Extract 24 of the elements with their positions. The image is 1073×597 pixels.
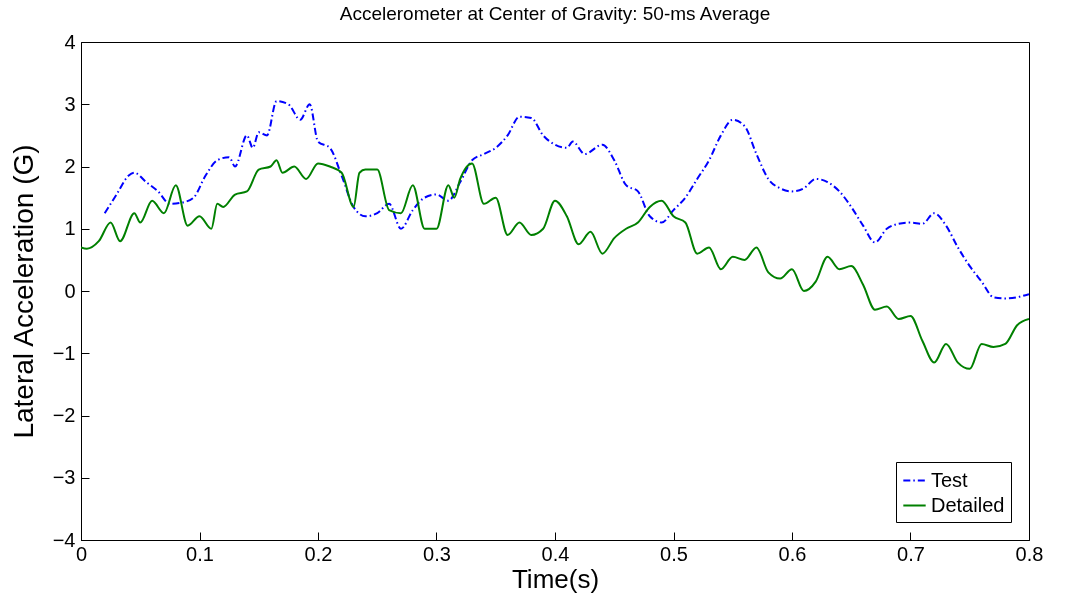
line-series (81, 159, 1029, 370)
legend-label: Test (931, 468, 969, 491)
x-tick-label: 0.8 (1015, 542, 1044, 565)
x-tick-label: 0.6 (778, 542, 807, 565)
x-tick-label: 0.1 (186, 542, 214, 565)
y-axis-title: Lateral Acceleration (G) (7, 144, 39, 439)
x-tick-label: 0.4 (541, 542, 570, 565)
x-tick-label: 0.2 (304, 542, 333, 565)
x-axis-title: Time(s) (511, 563, 600, 594)
x-tick-label: 0.7 (897, 542, 925, 565)
y-tick-label: 0 (64, 279, 76, 302)
y-tick-label: −1 (52, 341, 76, 364)
y-tick-label: 4 (64, 30, 76, 53)
x-tick-label: 0.3 (423, 542, 451, 565)
y-tick-label: −4 (52, 528, 76, 551)
chart-title: Accelerometer at Center of Gravity: 50-ms Average (339, 3, 771, 24)
y-tick-label: −2 (52, 404, 76, 426)
y-tick-label: 3 (64, 92, 76, 115)
legend-label: Detailed (931, 493, 1005, 516)
y-tick-label: −3 (52, 466, 76, 489)
x-tick-label: 0.5 (660, 542, 688, 565)
y-tick-label: 2 (64, 155, 76, 177)
y-tick-label: 1 (64, 217, 76, 240)
line-series (103, 100, 1029, 300)
